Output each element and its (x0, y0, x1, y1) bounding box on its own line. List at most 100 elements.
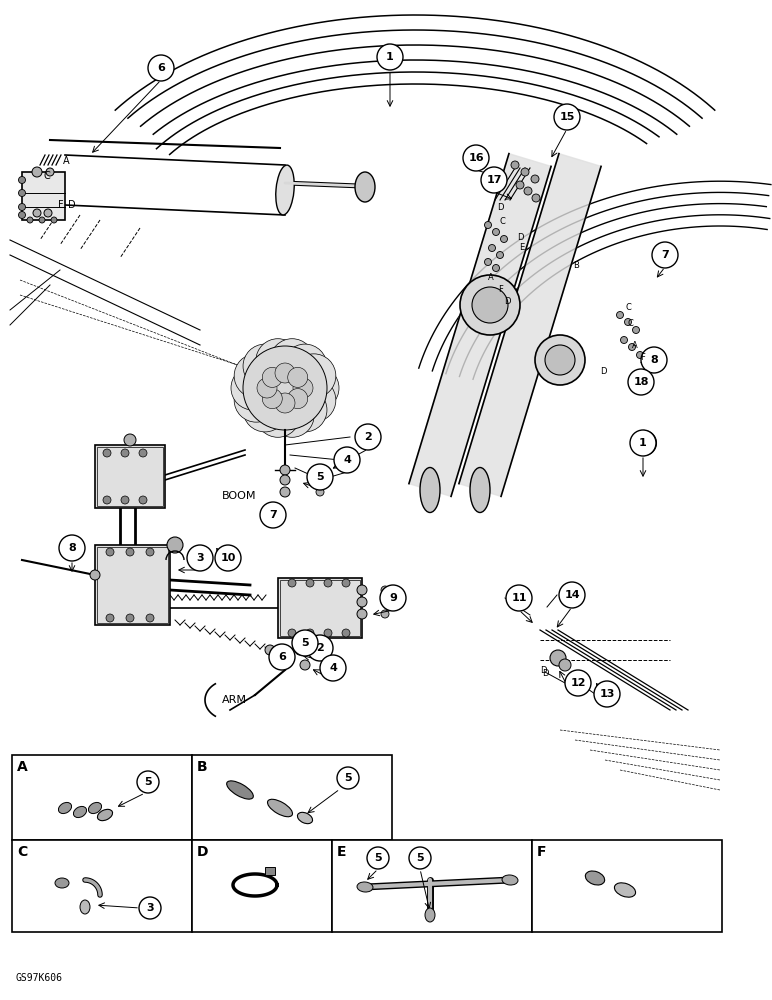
Circle shape (234, 354, 278, 398)
Circle shape (337, 767, 359, 789)
Circle shape (628, 344, 635, 351)
Circle shape (550, 650, 566, 666)
Text: C: C (500, 218, 506, 227)
Circle shape (545, 345, 575, 375)
Circle shape (231, 366, 275, 410)
Circle shape (280, 475, 290, 485)
Text: D: D (68, 200, 76, 210)
Text: 7: 7 (661, 250, 669, 260)
Circle shape (215, 545, 241, 571)
Text: BOOM: BOOM (222, 491, 256, 501)
Circle shape (500, 235, 507, 242)
Text: A: A (17, 760, 28, 774)
Circle shape (167, 537, 183, 553)
Text: C: C (17, 845, 27, 859)
Circle shape (243, 346, 327, 430)
Circle shape (270, 393, 314, 437)
Bar (97, 547, 168, 623)
Text: 2: 2 (364, 432, 372, 442)
Text: 1: 1 (386, 52, 394, 62)
Text: 13: 13 (599, 689, 615, 699)
Text: ARM: ARM (222, 695, 247, 705)
Circle shape (652, 242, 678, 268)
Bar (332, 840, 532, 932)
Text: 18: 18 (633, 377, 648, 387)
Circle shape (257, 378, 277, 398)
Circle shape (357, 585, 367, 595)
Circle shape (511, 161, 519, 169)
Circle shape (137, 771, 159, 793)
Circle shape (524, 187, 532, 195)
Bar (278, 578, 362, 638)
Circle shape (617, 312, 624, 318)
Circle shape (19, 176, 25, 184)
Text: 15: 15 (559, 112, 574, 122)
Circle shape (139, 496, 147, 504)
Circle shape (381, 610, 389, 618)
Ellipse shape (73, 806, 86, 818)
Bar (192, 755, 392, 840)
Text: 5: 5 (344, 773, 352, 783)
Circle shape (280, 465, 290, 475)
Circle shape (187, 545, 213, 571)
Ellipse shape (585, 871, 604, 885)
Bar (12, 840, 192, 932)
Text: 6: 6 (157, 63, 165, 73)
Circle shape (559, 582, 585, 608)
Circle shape (292, 354, 336, 398)
Circle shape (489, 244, 496, 251)
Circle shape (270, 339, 314, 383)
Circle shape (32, 167, 42, 177)
Circle shape (485, 222, 492, 229)
Text: F: F (537, 845, 547, 859)
Ellipse shape (420, 468, 440, 512)
Ellipse shape (357, 882, 373, 892)
Circle shape (121, 496, 129, 504)
Circle shape (641, 347, 667, 373)
Bar (280, 580, 360, 636)
Text: F: F (498, 286, 503, 294)
Circle shape (234, 378, 278, 422)
Text: 2: 2 (316, 643, 324, 653)
Ellipse shape (470, 468, 490, 512)
Text: D: D (497, 204, 503, 213)
Circle shape (19, 204, 25, 211)
Circle shape (146, 614, 154, 622)
Circle shape (493, 229, 499, 235)
Circle shape (265, 645, 275, 655)
Text: D: D (197, 845, 208, 859)
Bar (95, 445, 165, 508)
Circle shape (283, 344, 327, 388)
Circle shape (481, 167, 507, 193)
Text: E: E (337, 845, 347, 859)
Circle shape (463, 145, 489, 171)
Circle shape (324, 579, 332, 587)
Circle shape (300, 660, 310, 670)
Circle shape (380, 585, 406, 611)
Circle shape (493, 264, 499, 271)
Ellipse shape (355, 172, 375, 202)
Circle shape (381, 586, 389, 594)
Circle shape (283, 388, 327, 432)
Circle shape (367, 847, 389, 869)
Text: F: F (58, 200, 63, 210)
Text: 3: 3 (196, 553, 204, 563)
Circle shape (531, 175, 539, 183)
Circle shape (636, 352, 644, 359)
Text: 6: 6 (278, 652, 286, 662)
Ellipse shape (97, 809, 113, 821)
Circle shape (275, 393, 295, 413)
Text: D: D (504, 298, 510, 306)
Text: 5: 5 (317, 472, 323, 482)
Ellipse shape (55, 878, 69, 888)
Text: 10: 10 (220, 553, 235, 563)
Circle shape (342, 629, 350, 637)
Circle shape (409, 847, 431, 869)
Circle shape (121, 449, 129, 457)
Circle shape (106, 548, 114, 556)
Text: D: D (540, 666, 547, 675)
Circle shape (535, 335, 585, 385)
Circle shape (307, 464, 333, 490)
Circle shape (516, 181, 524, 189)
Circle shape (521, 168, 529, 176)
